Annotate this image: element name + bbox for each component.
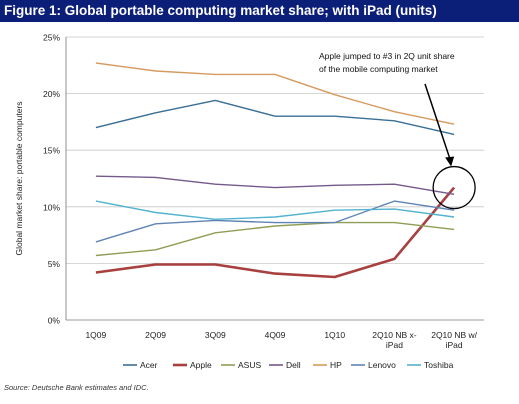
series-line-asus — [95, 221, 455, 257]
series-line-dell — [95, 175, 455, 195]
annotation-arrowhead — [445, 156, 455, 167]
y-tick-label: 25% — [43, 33, 60, 43]
legend-label: HP — [330, 360, 342, 370]
series-line-hp — [95, 62, 455, 125]
x-tick-label: 3Q09 — [205, 330, 226, 340]
x-tick-label: 2Q10 NB x- — [372, 330, 417, 340]
annotation-text: Apple jumped to #3 in 2Q unit share — [319, 51, 455, 61]
legend-label: Acer — [140, 360, 158, 370]
x-tick-label: 4Q09 — [265, 330, 286, 340]
line-chart: 0% 5% 10% 15% 20% 25% Global market share: por… — [14, 33, 484, 370]
legend-label: ASUS — [238, 360, 261, 370]
y-tick-label: 0% — [48, 316, 61, 326]
y-tick-label: 20% — [43, 89, 60, 99]
annotation-text: of the mobile computing market — [319, 64, 438, 74]
y-tick-label: 15% — [43, 146, 60, 156]
series-line-acer — [95, 99, 455, 136]
annotation-circle — [432, 165, 476, 210]
legend-label: Apple — [190, 360, 212, 370]
legend-label: Dell — [286, 360, 301, 370]
x-tick-label: 1Q09 — [85, 330, 106, 340]
y-axis-label: Global market share: portable computers — [14, 101, 24, 255]
series-line-toshiba — [95, 200, 455, 221]
y-tick-label: 5% — [48, 259, 61, 269]
x-tick-label: 2Q09 — [145, 330, 166, 340]
x-tick-label: iPad — [446, 340, 463, 350]
legend-label: Lenovo — [368, 360, 396, 370]
x-tick-label: 1Q10 — [324, 330, 345, 340]
y-tick-label: 10% — [43, 202, 60, 212]
source-note: Source: Deutsche Bank estimates and IDC. — [4, 383, 149, 392]
figure-title: Figure 1: Global portable computing mark… — [0, 0, 519, 22]
series-line-apple — [95, 186, 456, 279]
legend-label: Toshiba — [424, 360, 454, 370]
series-line-lenovo — [95, 200, 455, 243]
annotation-arrow — [424, 83, 452, 163]
x-tick-label: iPad — [386, 340, 403, 350]
x-tick-label: 2Q10 NB w/ — [431, 330, 477, 340]
